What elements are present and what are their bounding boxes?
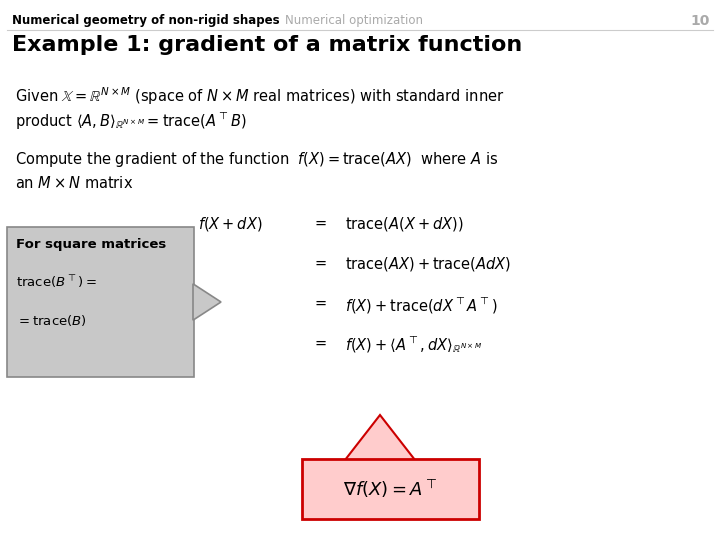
Text: Compute the gradient of the function  $f(X) = \mathrm{trace}(AX)$  where $A$ is: Compute the gradient of the function $f(…: [15, 150, 498, 169]
Text: product $\langle A, B\rangle_{\mathbb{R}^{N \times M}} = \mathrm{trace}(A^{\top}: product $\langle A, B\rangle_{\mathbb{R}…: [15, 110, 246, 131]
Text: Given $\mathbb{X} = \mathbb{R}^{N \times M}$ (space of $N \times M$ real matrice: Given $\mathbb{X} = \mathbb{R}^{N \times…: [15, 85, 505, 107]
Text: $=$: $=$: [312, 215, 328, 230]
Text: Numerical geometry of non-rigid shapes: Numerical geometry of non-rigid shapes: [12, 14, 279, 27]
FancyBboxPatch shape: [302, 459, 479, 519]
Text: $=$: $=$: [312, 295, 328, 310]
Text: $f(X) + \mathrm{trace}(dX^{\top} A^{\top})$: $f(X) + \mathrm{trace}(dX^{\top} A^{\top…: [345, 295, 498, 315]
Text: For square matrices: For square matrices: [16, 238, 166, 251]
Text: $=$: $=$: [312, 335, 328, 350]
Text: $f(X + dX)$: $f(X + dX)$: [198, 215, 262, 233]
Text: $f(X) + \langle A^{\top}, dX\rangle_{\mathbb{R}^{N \times M}}$: $f(X) + \langle A^{\top}, dX\rangle_{\ma…: [345, 335, 482, 355]
Polygon shape: [345, 415, 415, 460]
Text: Numerical optimization: Numerical optimization: [285, 14, 423, 27]
Text: $\nabla f(X) = A^{\top}$: $\nabla f(X) = A^{\top}$: [343, 478, 437, 500]
Text: $= \mathrm{trace}(B)$: $= \mathrm{trace}(B)$: [16, 313, 86, 328]
Text: $\mathrm{trace}(AX) + \mathrm{trace}(AdX)$: $\mathrm{trace}(AX) + \mathrm{trace}(AdX…: [345, 255, 511, 273]
Text: $\mathrm{trace}(A(X + dX))$: $\mathrm{trace}(A(X + dX))$: [345, 215, 464, 233]
Text: an $M \times N$ matrix: an $M \times N$ matrix: [15, 175, 133, 191]
Text: Example 1: gradient of a matrix function: Example 1: gradient of a matrix function: [12, 35, 522, 55]
Text: $\mathrm{trace}(B^{\top}) =$: $\mathrm{trace}(B^{\top}) =$: [16, 273, 96, 290]
Text: 10: 10: [690, 14, 710, 28]
Polygon shape: [193, 284, 221, 320]
FancyBboxPatch shape: [7, 227, 194, 377]
Text: $=$: $=$: [312, 255, 328, 270]
